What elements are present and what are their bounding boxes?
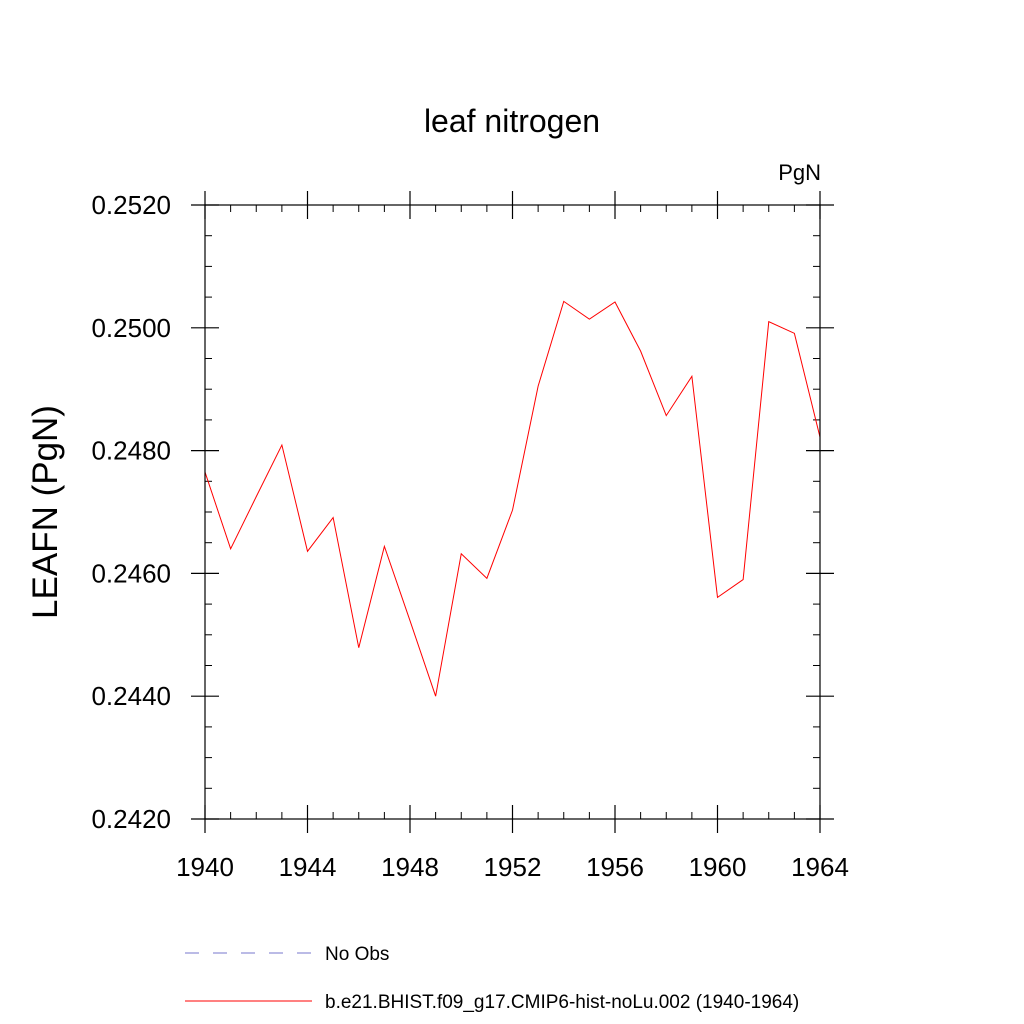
legend: No Obs b.e21.BHIST.f09_g17.CMIP6-hist-no… xyxy=(185,944,799,1013)
x-tick-label: 1948 xyxy=(381,852,439,882)
x-tick-label: 1956 xyxy=(586,852,644,882)
y-axis-label: LEAFN (PgN) xyxy=(26,405,65,619)
y-tick-label: 0.2440 xyxy=(91,681,171,711)
series-line xyxy=(204,300,821,697)
y-tick-label: 0.2420 xyxy=(91,804,171,834)
legend-label-no-obs: No Obs xyxy=(325,944,389,965)
y-tick-label: 0.2500 xyxy=(91,313,171,343)
axis-ticks xyxy=(191,191,834,833)
x-tick-label: 1960 xyxy=(689,852,747,882)
y-tick-label: 0.2460 xyxy=(91,558,171,588)
legend-label-model-run: b.e21.BHIST.f09_g17.CMIP6-hist-noLu.002 … xyxy=(325,992,799,1013)
x-tick-label: 1940 xyxy=(176,852,234,882)
units-label: PgN xyxy=(778,160,821,185)
data-series xyxy=(204,300,821,697)
plot-frame xyxy=(204,204,821,820)
y-tick-label: 0.2480 xyxy=(91,436,171,466)
axis-tick-labels: 1940 1944 1948 1952 1956 1960 1964 0.2420 0.2440… xyxy=(91,190,848,882)
x-tick-label: 1952 xyxy=(484,852,542,882)
x-tick-label: 1944 xyxy=(279,852,337,882)
x-tick-label: 1964 xyxy=(791,852,849,882)
y-tick-label: 0.2520 xyxy=(91,190,171,220)
chart-title: leaf nitrogen xyxy=(424,103,600,139)
